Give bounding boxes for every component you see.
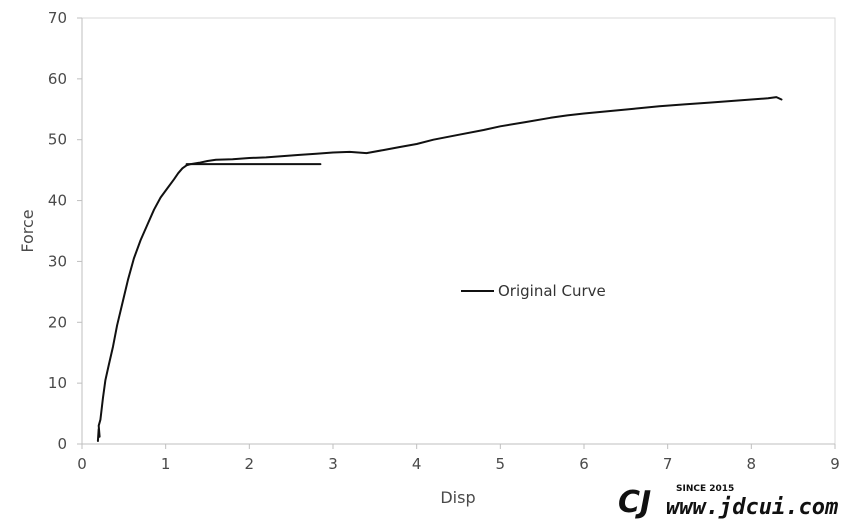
legend-label: Original Curve [498,282,606,300]
y-tick-label: 60 [48,70,67,88]
y-tick-label: 50 [48,131,67,149]
watermark: CJ SINCE 2015 www.jdcui.com [618,484,838,520]
watermark-site: www.jdcui.com [666,495,838,520]
x-tick-label: 2 [245,455,255,473]
x-axis-title: Disp [440,488,475,507]
x-tick-label: 8 [747,455,757,473]
x-tick-label: 6 [579,455,589,473]
y-tick-label: 70 [48,9,67,27]
watermark-since: SINCE 2015 [676,484,734,494]
watermark-logo: CJ [618,485,651,520]
x-tick-label: 3 [328,455,338,473]
x-tick-label: 1 [161,455,171,473]
y-tick-label: 20 [48,313,67,331]
y-tick-label: 0 [57,435,67,453]
x-tick-label: 0 [77,455,87,473]
y-tick-label: 40 [48,192,67,210]
x-tick-label: 7 [663,455,673,473]
plot-area-border [81,17,836,445]
x-tick-label: 4 [412,455,422,473]
y-tick-label: 30 [48,252,67,270]
series-original-curve [96,96,783,442]
legend: Original Curve [461,282,606,300]
y-axis-title: Force [18,209,37,252]
y-tick-label: 10 [48,374,67,392]
series-layer [96,96,783,442]
x-tick-label: 5 [496,455,506,473]
axes-layer: 0 1 2 3 4 5 6 7 8 9 0 10 20 30 40 50 60 70 [48,9,840,473]
x-tick-label: 9 [830,455,840,473]
